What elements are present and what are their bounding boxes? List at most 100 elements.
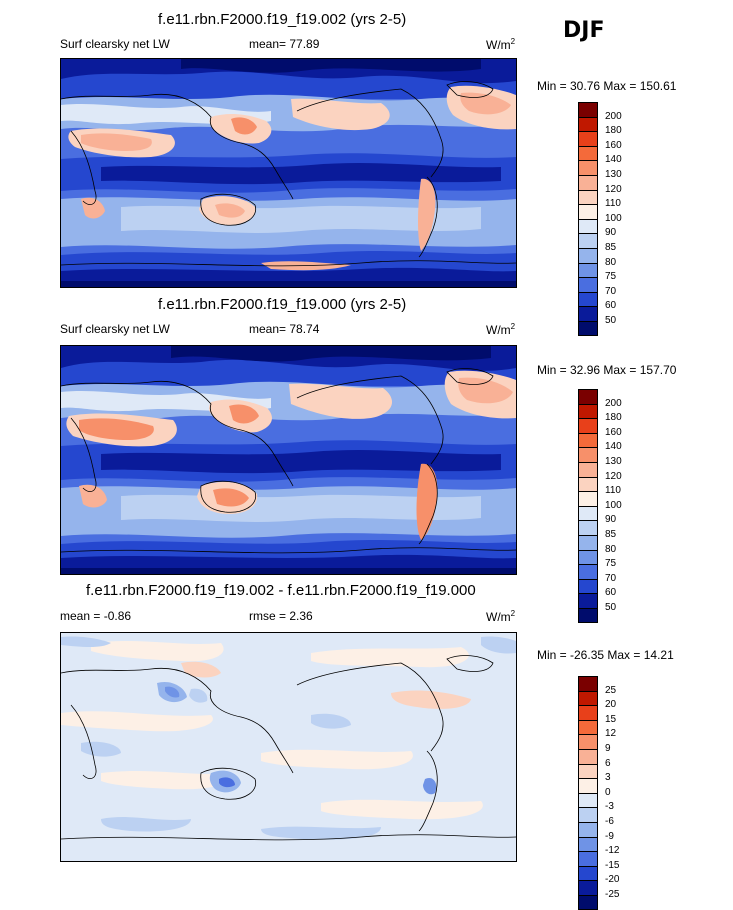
colorbar-swatch xyxy=(578,218,598,234)
panel-1-colorbar: 200 180 160 140 130 120 110 100 90 85 80 75 70 60 50 xyxy=(578,102,622,336)
colorbar-level-label: -12 xyxy=(605,845,620,857)
colorbar-level-label: -25 xyxy=(605,889,620,900)
colorbar-swatch xyxy=(578,233,598,248)
panel-3-map-field xyxy=(61,633,516,861)
colorbar-swatch xyxy=(578,705,598,720)
colorbar-swatch xyxy=(578,306,598,321)
colorbar-swatch xyxy=(578,719,598,735)
colorbar-swatch xyxy=(578,320,598,336)
colorbar-level-label: 120 xyxy=(605,470,622,482)
panel-3-minmax-label: Min = -26.35 Max = 14.21 xyxy=(537,648,674,662)
colorbar-swatch xyxy=(578,851,598,866)
colorbar-level-label: 70 xyxy=(605,285,617,297)
panel-3-mean-label: mean = -0.86 xyxy=(60,609,132,623)
colorbar-swatch xyxy=(578,204,598,219)
colorbar-swatch xyxy=(578,836,598,852)
panel-2-map-field xyxy=(61,346,516,574)
colorbar-swatch xyxy=(578,778,598,793)
panel-1-minmax-label: Min = 30.76 Max = 150.61 xyxy=(537,79,677,93)
colorbar-level-label: 100 xyxy=(605,212,622,224)
panel-2-map xyxy=(60,345,517,575)
colorbar-swatch xyxy=(578,865,598,881)
colorbar-level-label: 130 xyxy=(605,169,622,180)
colorbar-swatch xyxy=(578,734,598,749)
colorbar-swatch xyxy=(578,145,598,161)
colorbar-level-label: 110 xyxy=(605,198,621,210)
colorbar-level-label: -9 xyxy=(605,830,614,842)
colorbar-swatch xyxy=(578,894,598,910)
colorbar-swatch xyxy=(578,291,598,307)
colorbar-swatch xyxy=(578,578,598,594)
colorbar-level-label: 140 xyxy=(605,441,622,453)
colorbar-level-label: 75 xyxy=(605,271,617,283)
colorbar-level-label: 6 xyxy=(605,757,611,769)
colorbar-swatch xyxy=(578,247,598,263)
colorbar-swatch xyxy=(578,461,598,477)
colorbar-level-label: 50 xyxy=(605,315,617,326)
colorbar-level-label: 160 xyxy=(605,139,622,151)
colorbar-level-label: 85 xyxy=(605,242,617,253)
colorbar-level-label: 9 xyxy=(605,743,611,754)
panel-3-map xyxy=(60,632,517,862)
colorbar-swatch xyxy=(578,534,598,550)
colorbar-level-label: 20 xyxy=(605,699,617,711)
colorbar-level-label: 3 xyxy=(605,772,611,784)
colorbar-level-label: 25 xyxy=(605,684,617,696)
colorbar-level-label: 110 xyxy=(605,485,621,497)
panel-2-variable-label: Surf clearsky net LW xyxy=(60,322,170,336)
panel-3-rmse-label: rmse = 2.36 xyxy=(249,609,313,623)
colorbar-swatch xyxy=(578,389,598,404)
colorbar-level-label: 60 xyxy=(605,300,617,312)
panel-2-mean-label: mean= 78.74 xyxy=(249,322,320,336)
panel-1-variable-label: Surf clearsky net LW xyxy=(60,37,170,51)
colorbar-swatch xyxy=(578,491,598,506)
colorbar-level-label: 80 xyxy=(605,543,617,555)
panel-2-units-label: W/m2 xyxy=(486,322,516,337)
colorbar-level-label: 15 xyxy=(605,713,617,725)
colorbar-swatch xyxy=(578,676,598,691)
colorbar-swatch xyxy=(578,432,598,448)
colorbar-swatch xyxy=(578,505,598,521)
panel-1-map xyxy=(60,58,517,288)
colorbar-swatch xyxy=(578,476,598,492)
colorbar-level-label: 90 xyxy=(605,227,617,239)
panel-3-units-label: W/m2 xyxy=(486,609,516,624)
colorbar-swatch xyxy=(578,447,598,462)
colorbar-level-label: 100 xyxy=(605,499,622,511)
colorbar-level-label: 75 xyxy=(605,558,617,570)
colorbar-level-label: 50 xyxy=(605,602,617,613)
colorbar-swatch xyxy=(578,549,598,565)
colorbar-level-label: 200 xyxy=(605,397,622,409)
colorbar-level-label: 12 xyxy=(605,728,617,740)
colorbar-swatch xyxy=(578,792,598,808)
panel-2-title: f.e11.rbn.F2000.f19_f19.000 (yrs 2-5) xyxy=(158,296,407,313)
season-label: DJF xyxy=(563,18,605,43)
colorbar-swatch xyxy=(578,607,598,623)
colorbar-level-label: 200 xyxy=(605,110,622,122)
colorbar-level-label: 60 xyxy=(605,587,617,599)
colorbar-level-label: 180 xyxy=(605,125,622,137)
colorbar-level-label: 120 xyxy=(605,183,622,195)
colorbar-swatch xyxy=(578,593,598,608)
colorbar-level-label: 130 xyxy=(605,456,622,467)
panel-1-units-label: W/m2 xyxy=(486,37,516,52)
colorbar-swatch xyxy=(578,880,598,895)
colorbar-swatch xyxy=(578,131,598,146)
colorbar-level-label: 70 xyxy=(605,572,617,584)
colorbar-level-label: 90 xyxy=(605,514,617,526)
colorbar-swatch xyxy=(578,520,598,535)
colorbar-level-label: -15 xyxy=(605,859,620,871)
colorbar-swatch xyxy=(578,821,598,837)
colorbar-swatch xyxy=(578,807,598,822)
colorbar-swatch xyxy=(578,262,598,278)
colorbar-level-label: 80 xyxy=(605,256,617,268)
colorbar-level-label: 85 xyxy=(605,529,617,540)
panel-2-minmax-label: Min = 32.96 Max = 157.70 xyxy=(537,363,677,377)
panel-3-title: f.e11.rbn.F2000.f19_f19.002 - f.e11.rbn.… xyxy=(86,582,476,599)
colorbar-level-label: 140 xyxy=(605,154,622,166)
colorbar-level-label: -20 xyxy=(605,874,620,886)
panel-1-mean-label: mean= 77.89 xyxy=(249,37,320,51)
colorbar-swatch xyxy=(578,116,598,132)
colorbar-swatch xyxy=(578,160,598,175)
colorbar-level-label: 180 xyxy=(605,412,622,424)
